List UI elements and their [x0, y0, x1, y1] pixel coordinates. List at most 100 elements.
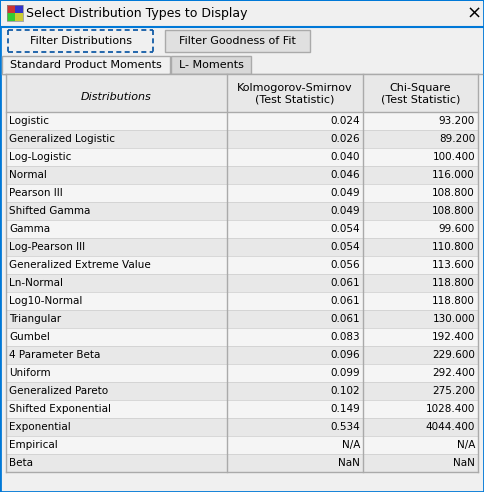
Bar [6, 382, 478, 400]
Text: Gumbel: Gumbel [9, 332, 50, 342]
Text: 93.200: 93.200 [439, 116, 475, 126]
Text: 0.056: 0.056 [331, 260, 360, 270]
Text: 130.000: 130.000 [432, 314, 475, 324]
Text: NaN: NaN [453, 458, 475, 468]
Bar [6, 418, 478, 436]
Text: Generalized Extreme Value: Generalized Extreme Value [9, 260, 151, 270]
Bar [6, 328, 478, 346]
Bar [2, 56, 170, 74]
Text: Generalized Logistic: Generalized Logistic [9, 134, 115, 144]
Text: N/A: N/A [342, 440, 360, 450]
Text: 229.600: 229.600 [432, 350, 475, 360]
Text: 0.026: 0.026 [331, 134, 360, 144]
Text: 0.049: 0.049 [331, 188, 360, 198]
Text: 0.149: 0.149 [330, 404, 360, 414]
Text: 113.600: 113.600 [432, 260, 475, 270]
Text: 4 Parameter Beta: 4 Parameter Beta [9, 350, 100, 360]
Bar [6, 256, 478, 274]
Bar [6, 148, 478, 166]
Text: Log-Logistic: Log-Logistic [9, 152, 71, 162]
Text: Log-Pearson III: Log-Pearson III [9, 242, 85, 252]
Text: Uniform: Uniform [9, 368, 51, 378]
Bar [6, 112, 478, 130]
Bar [6, 238, 478, 256]
Text: 100.400: 100.400 [432, 152, 475, 162]
Bar [6, 166, 478, 184]
Text: 0.024: 0.024 [331, 116, 360, 126]
Bar [6, 436, 478, 454]
Text: 118.800: 118.800 [432, 278, 475, 288]
Text: (Test Statistic): (Test Statistic) [256, 95, 335, 105]
Text: 4044.400: 4044.400 [425, 422, 475, 432]
Text: Distributions: Distributions [81, 92, 152, 102]
Text: Select Distribution Types to Display: Select Distribution Types to Display [26, 7, 247, 21]
Text: L- Moments: L- Moments [179, 60, 243, 70]
Text: (Test Statistic): (Test Statistic) [381, 95, 460, 105]
Text: ×: × [467, 5, 482, 23]
Bar [6, 74, 478, 112]
Text: 0.049: 0.049 [331, 206, 360, 216]
Text: Generalized Pareto: Generalized Pareto [9, 386, 108, 396]
Bar [6, 400, 478, 418]
Text: 0.099: 0.099 [331, 368, 360, 378]
Text: 99.600: 99.600 [439, 224, 475, 234]
Text: Empirical: Empirical [9, 440, 58, 450]
Text: 275.200: 275.200 [432, 386, 475, 396]
Text: 0.061: 0.061 [331, 296, 360, 306]
Bar [7, 5, 23, 21]
Text: N/A: N/A [456, 440, 475, 450]
Text: 110.800: 110.800 [432, 242, 475, 252]
Text: Ln-Normal: Ln-Normal [9, 278, 63, 288]
Text: 108.800: 108.800 [432, 206, 475, 216]
Text: 0.102: 0.102 [331, 386, 360, 396]
Bar [6, 310, 478, 328]
Bar [1, 1, 483, 27]
Bar [165, 30, 310, 52]
Bar [6, 454, 478, 472]
Bar [15, 5, 23, 13]
Bar [7, 5, 15, 13]
Text: 0.054: 0.054 [331, 224, 360, 234]
Text: 0.083: 0.083 [331, 332, 360, 342]
Text: Gamma: Gamma [9, 224, 50, 234]
Bar [6, 184, 478, 202]
Bar [6, 292, 478, 310]
Text: 1028.400: 1028.400 [425, 404, 475, 414]
Bar [6, 220, 478, 238]
Text: 0.046: 0.046 [331, 170, 360, 180]
Bar [7, 13, 15, 21]
Text: 0.054: 0.054 [331, 242, 360, 252]
Text: 192.400: 192.400 [432, 332, 475, 342]
Text: 116.000: 116.000 [432, 170, 475, 180]
Text: 0.040: 0.040 [331, 152, 360, 162]
Bar [171, 56, 251, 74]
Bar [6, 346, 478, 364]
Bar [15, 13, 23, 21]
Text: 0.061: 0.061 [331, 314, 360, 324]
Text: Standard Product Moments: Standard Product Moments [10, 60, 162, 70]
Text: 89.200: 89.200 [439, 134, 475, 144]
Text: Triangular: Triangular [9, 314, 61, 324]
Text: Filter Distributions: Filter Distributions [30, 36, 132, 46]
Text: 0.096: 0.096 [331, 350, 360, 360]
Text: Normal: Normal [9, 170, 47, 180]
Bar [3, 73, 169, 75]
Text: 108.800: 108.800 [432, 188, 475, 198]
Bar [8, 30, 153, 52]
Text: Shifted Exponential: Shifted Exponential [9, 404, 111, 414]
Bar [6, 202, 478, 220]
Text: Logistic: Logistic [9, 116, 49, 126]
Text: 118.800: 118.800 [432, 296, 475, 306]
Text: Log10-Normal: Log10-Normal [9, 296, 82, 306]
Text: NaN: NaN [338, 458, 360, 468]
Text: Beta: Beta [9, 458, 33, 468]
Text: Chi-Square: Chi-Square [390, 83, 451, 93]
Bar [6, 274, 478, 292]
Text: 292.400: 292.400 [432, 368, 475, 378]
Text: Kolmogorov-Smirnov: Kolmogorov-Smirnov [237, 83, 353, 93]
Text: Filter Goodness of Fit: Filter Goodness of Fit [179, 36, 296, 46]
Text: 0.534: 0.534 [330, 422, 360, 432]
Bar [6, 130, 478, 148]
Text: Exponential: Exponential [9, 422, 71, 432]
Text: Pearson III: Pearson III [9, 188, 63, 198]
